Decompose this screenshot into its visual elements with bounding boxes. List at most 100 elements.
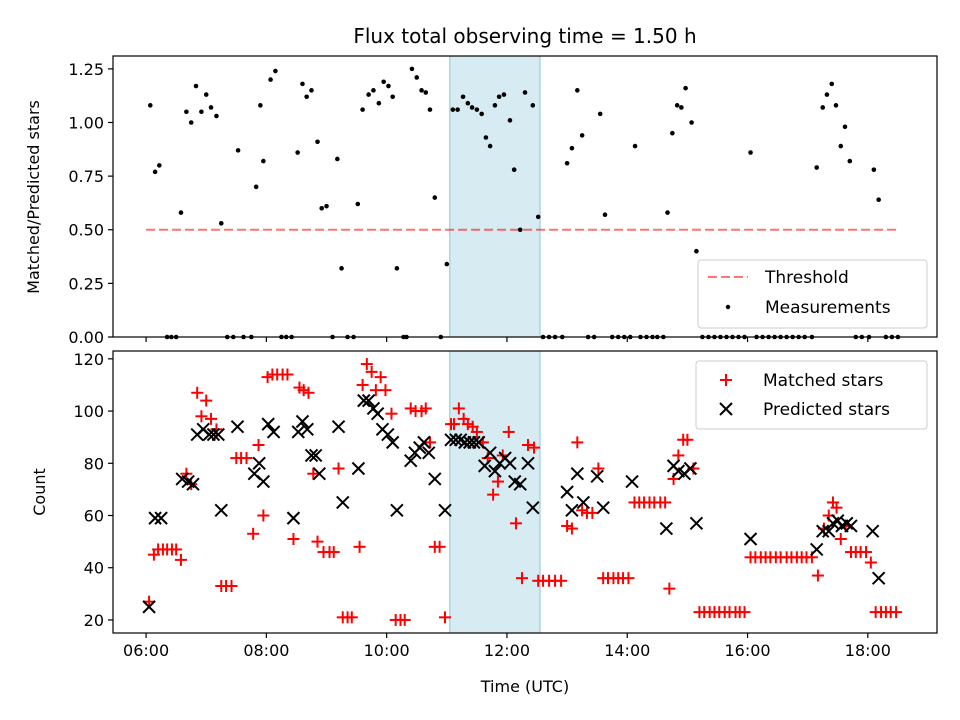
predicted-point <box>361 393 376 408</box>
legend-top: Threshold Measurements <box>697 259 928 329</box>
legend-threshold-label: Threshold <box>764 268 849 288</box>
predicted-point <box>351 461 366 476</box>
measurement-point <box>324 203 329 209</box>
matched-point <box>398 613 411 626</box>
predicted-point <box>266 425 281 439</box>
x-tick-label: 12:00 <box>484 641 530 660</box>
measurement-point <box>829 81 835 87</box>
matched-point <box>240 452 253 465</box>
predicted-point <box>816 524 830 538</box>
matched-point <box>281 368 294 381</box>
predicted-point <box>206 427 221 442</box>
predicted-point <box>840 516 854 531</box>
measurement-point <box>450 107 456 112</box>
measurement-point <box>535 214 541 220</box>
measurement-point <box>273 68 278 74</box>
measurement-point <box>178 210 184 215</box>
matched-point <box>487 488 500 501</box>
matched-point <box>200 394 213 407</box>
predicted-point <box>291 425 305 439</box>
predicted-point <box>428 472 442 486</box>
measurement-point <box>366 92 371 97</box>
matched-point <box>247 527 260 540</box>
measurement-point <box>360 107 365 112</box>
measurement-point <box>444 261 450 267</box>
matched-point <box>509 517 522 530</box>
measurement-point <box>842 124 848 130</box>
measurement-point <box>602 212 608 218</box>
predicted-point <box>865 524 880 538</box>
measurement-point <box>427 107 433 112</box>
measurement-point <box>258 103 263 108</box>
x-axis-bottom: 06:00 08:00 10:00 12:00 14:00 16:00 18:00 <box>123 633 891 660</box>
legend-matched-swatch <box>720 374 732 386</box>
measurement-point <box>474 107 480 112</box>
measurement-point <box>820 105 826 110</box>
measurement-point <box>295 150 300 155</box>
measurement-point <box>748 150 753 155</box>
predicted-point <box>300 422 314 437</box>
matched-point <box>470 425 483 438</box>
measurement-point <box>300 81 305 87</box>
predicted-point <box>576 495 591 510</box>
y-tick-label: 0.75 <box>68 167 104 186</box>
measurement-point <box>199 109 204 115</box>
predicted-point <box>689 516 704 531</box>
matched-point <box>522 439 535 451</box>
measurement-point <box>390 94 395 100</box>
predicted-point <box>186 477 200 491</box>
predicted-points <box>142 393 886 614</box>
predicted-point <box>312 467 327 481</box>
measurement-point <box>355 201 361 207</box>
predicted-point <box>261 417 275 431</box>
x-tick-label: 08:00 <box>243 641 289 660</box>
matched-point <box>287 533 300 545</box>
predicted-point <box>211 427 225 442</box>
matched-point <box>592 462 605 475</box>
predicted-point <box>810 542 824 557</box>
measurement-point <box>670 130 675 136</box>
matched-point <box>356 378 369 391</box>
measurement-point <box>683 85 688 91</box>
panel-count: 20 40 60 80 100 120 06:00 08:00 10:00 12:00 14:00… <box>30 350 938 696</box>
predicted-point <box>308 448 323 463</box>
y-tick-label: 1.00 <box>68 113 104 132</box>
measurement-point <box>371 88 376 93</box>
measurement-point <box>214 113 219 119</box>
x-axis-label: Time (UTC) <box>480 677 569 696</box>
measurement-point <box>479 111 484 117</box>
y-tick-label: 1.25 <box>68 60 104 79</box>
y-tick-label: 20 <box>84 611 104 630</box>
predicted-point <box>488 464 502 478</box>
measurement-point <box>268 77 273 82</box>
matched-point <box>672 449 685 462</box>
measurement-point <box>208 105 214 110</box>
matched-point <box>491 475 504 488</box>
matched-point <box>811 569 824 582</box>
predicted-point <box>370 406 385 421</box>
y-tick-label: 0.50 <box>68 221 104 240</box>
predicted-point <box>390 503 404 517</box>
measurement-point <box>304 94 309 100</box>
measurement-point <box>188 120 194 125</box>
measurement-point <box>496 94 502 100</box>
legend-measurements-label: Measurements <box>765 298 891 318</box>
predicted-point <box>503 456 517 470</box>
x-tick-label: 18:00 <box>845 641 891 660</box>
measurement-point <box>157 163 162 168</box>
matched-point <box>307 467 320 480</box>
legend-frame-bottom <box>695 360 928 430</box>
predicted-point <box>590 469 604 484</box>
x-tick-label: 10:00 <box>364 641 410 660</box>
measurement-point <box>465 100 471 106</box>
measurement-point <box>184 109 189 115</box>
predicted-point <box>252 456 266 470</box>
matched-points <box>143 358 903 626</box>
predicted-point <box>404 453 418 468</box>
measurement-point <box>632 143 638 149</box>
measurement-point <box>530 103 536 108</box>
matched-point <box>555 574 568 587</box>
predicted-point <box>417 435 431 450</box>
legend-measurements-swatch <box>725 304 731 310</box>
